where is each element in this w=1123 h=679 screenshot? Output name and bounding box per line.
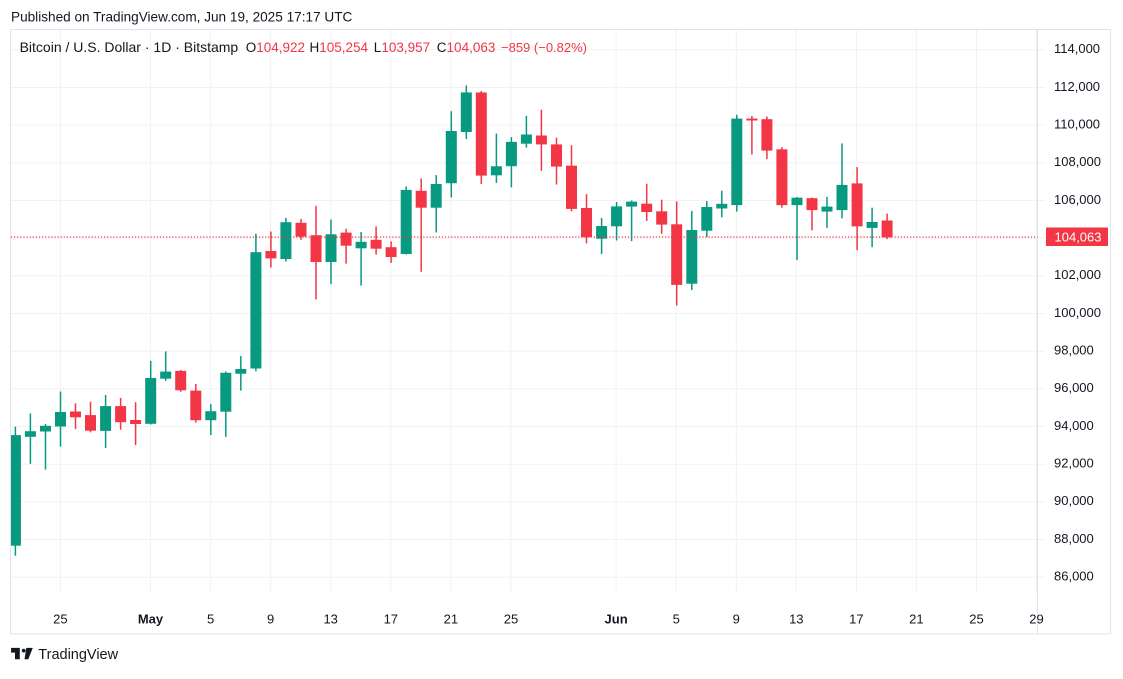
svg-text:TradingView: TradingView (38, 647, 118, 663)
svg-text:90,000: 90,000 (1054, 493, 1094, 508)
svg-text:H105,254: H105,254 (310, 40, 369, 55)
svg-text:−859 (−0.82%): −859 (−0.82%) (501, 40, 587, 55)
svg-text:25: 25 (53, 611, 67, 626)
svg-text:29: 29 (1029, 611, 1043, 626)
svg-text:5: 5 (673, 611, 680, 626)
svg-text:25: 25 (969, 611, 983, 626)
svg-text:Published on TradingView.com,: Published on TradingView.com, Jun 19, 20… (11, 9, 352, 24)
svg-text:98,000: 98,000 (1054, 343, 1094, 358)
svg-text:9: 9 (267, 611, 274, 626)
svg-text:96,000: 96,000 (1054, 380, 1094, 395)
svg-text:C104,063: C104,063 (437, 40, 496, 55)
svg-text:106,000: 106,000 (1054, 192, 1101, 207)
svg-text:21: 21 (444, 611, 458, 626)
svg-text:May: May (138, 611, 164, 626)
svg-text:114,000: 114,000 (1054, 41, 1100, 56)
svg-text:112,000: 112,000 (1054, 79, 1100, 94)
svg-text:Bitcoin / U.S. Dollar · 1D · B: Bitcoin / U.S. Dollar · 1D · Bitstamp (20, 39, 239, 55)
svg-text:108,000: 108,000 (1054, 154, 1101, 169)
svg-text:9: 9 (733, 611, 740, 626)
svg-text:94,000: 94,000 (1054, 418, 1094, 433)
svg-text:102,000: 102,000 (1054, 267, 1101, 282)
svg-text:13: 13 (789, 611, 803, 626)
svg-text:17: 17 (849, 611, 863, 626)
svg-text:L103,957: L103,957 (374, 40, 430, 55)
svg-text:104,063: 104,063 (1055, 230, 1102, 245)
svg-text:21: 21 (909, 611, 923, 626)
svg-text:86,000: 86,000 (1054, 569, 1094, 584)
svg-text:13: 13 (323, 611, 337, 626)
svg-text:5: 5 (207, 611, 214, 626)
svg-text:O104,922: O104,922 (246, 40, 305, 55)
svg-text:25: 25 (504, 611, 518, 626)
svg-text:17: 17 (384, 611, 398, 626)
svg-text:110,000: 110,000 (1054, 116, 1100, 131)
svg-text:88,000: 88,000 (1054, 531, 1094, 546)
svg-text:Jun: Jun (605, 611, 628, 626)
svg-text:100,000: 100,000 (1054, 305, 1101, 320)
svg-text:92,000: 92,000 (1054, 456, 1094, 471)
